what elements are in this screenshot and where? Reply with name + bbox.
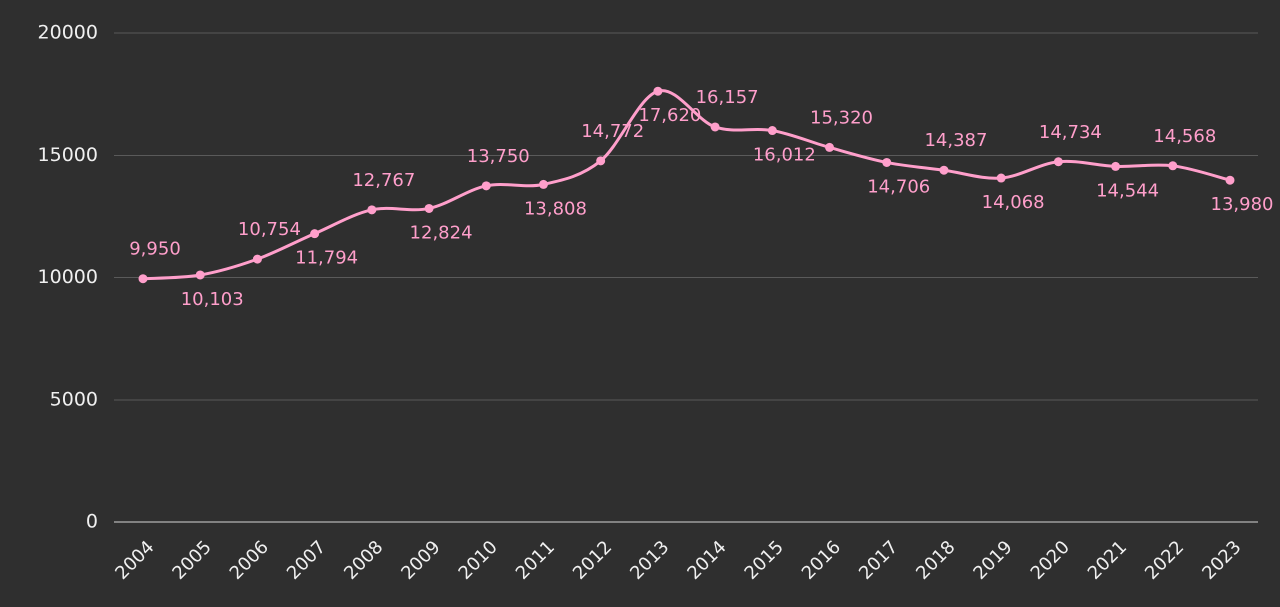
data-label: 15,320 bbox=[810, 107, 873, 128]
y-tick-label: 0 bbox=[86, 511, 98, 533]
x-tick-label: 2011 bbox=[512, 537, 559, 584]
x-tick-label: 2013 bbox=[626, 537, 673, 584]
data-point bbox=[653, 86, 663, 96]
data-labels: 9,950 10,103 10,754 11,794 12,767 12,824 13,75… bbox=[129, 87, 1273, 310]
data-label: 12,824 bbox=[410, 222, 473, 243]
data-label: 11,794 bbox=[295, 248, 358, 269]
x-tick-label: 2006 bbox=[226, 537, 273, 584]
data-point bbox=[252, 254, 262, 264]
data-label: 13,750 bbox=[467, 146, 530, 167]
data-label: 16,012 bbox=[753, 145, 816, 166]
data-point bbox=[138, 274, 148, 284]
x-tick-label: 2022 bbox=[1141, 537, 1188, 584]
data-point bbox=[538, 179, 548, 189]
data-label: 14,068 bbox=[982, 192, 1045, 213]
data-point bbox=[1111, 161, 1121, 171]
data-label: 14,387 bbox=[924, 130, 987, 151]
data-label: 14,772 bbox=[581, 121, 644, 142]
x-tick-label: 2017 bbox=[855, 537, 902, 584]
data-point bbox=[1168, 161, 1178, 171]
x-tick-label: 2020 bbox=[1027, 537, 1074, 584]
data-point bbox=[825, 142, 835, 152]
x-tick-label: 2008 bbox=[340, 537, 387, 584]
data-point bbox=[882, 157, 892, 167]
data-label: 17,620 bbox=[638, 105, 701, 126]
data-point bbox=[996, 173, 1006, 183]
data-point bbox=[710, 122, 720, 132]
data-point bbox=[1225, 175, 1235, 185]
data-label: 14,734 bbox=[1039, 122, 1102, 143]
gridlines: 0 5000 10000 15000 20000 bbox=[38, 22, 1258, 533]
data-point bbox=[481, 181, 491, 191]
data-label: 10,754 bbox=[238, 219, 301, 240]
data-point bbox=[596, 156, 606, 166]
x-tick-label: 2007 bbox=[283, 537, 330, 584]
y-tick-label: 15000 bbox=[38, 144, 98, 166]
data-point bbox=[767, 126, 777, 136]
data-label: 12,767 bbox=[352, 170, 415, 191]
data-label: 13,980 bbox=[1211, 194, 1274, 215]
series-line bbox=[141, 89, 1232, 281]
data-label: 14,706 bbox=[867, 176, 930, 197]
data-label: 13,808 bbox=[524, 198, 587, 219]
data-label: 10,103 bbox=[181, 289, 244, 310]
y-tick-label: 5000 bbox=[50, 388, 98, 410]
data-point bbox=[367, 205, 377, 215]
x-tick-label: 2019 bbox=[969, 537, 1016, 584]
data-label: 14,544 bbox=[1096, 180, 1159, 201]
x-tick-label: 2005 bbox=[169, 537, 216, 584]
data-label: 14,568 bbox=[1153, 126, 1216, 147]
x-tick-label: 2010 bbox=[455, 537, 502, 584]
data-label: 9,950 bbox=[129, 239, 181, 260]
x-axis: 2004 2005 2006 2007 2008 2009 2010 2011 2012 2013… bbox=[111, 537, 1245, 584]
data-point bbox=[195, 270, 205, 280]
data-point bbox=[1053, 157, 1063, 167]
data-label: 16,157 bbox=[696, 87, 759, 108]
x-tick-label: 2009 bbox=[397, 537, 444, 584]
x-tick-label: 2015 bbox=[741, 537, 788, 584]
data-point bbox=[310, 229, 320, 239]
x-tick-label: 2018 bbox=[912, 537, 959, 584]
data-point bbox=[939, 165, 949, 175]
x-tick-label: 2023 bbox=[1198, 537, 1245, 584]
x-tick-label: 2012 bbox=[569, 537, 616, 584]
x-tick-label: 2004 bbox=[111, 537, 158, 584]
x-tick-label: 2014 bbox=[683, 537, 730, 584]
y-tick-label: 20000 bbox=[38, 22, 98, 44]
x-tick-label: 2016 bbox=[798, 537, 845, 584]
data-point bbox=[424, 203, 434, 213]
y-tick-label: 10000 bbox=[38, 266, 98, 288]
data-points bbox=[138, 86, 1235, 284]
x-tick-label: 2021 bbox=[1084, 537, 1131, 584]
